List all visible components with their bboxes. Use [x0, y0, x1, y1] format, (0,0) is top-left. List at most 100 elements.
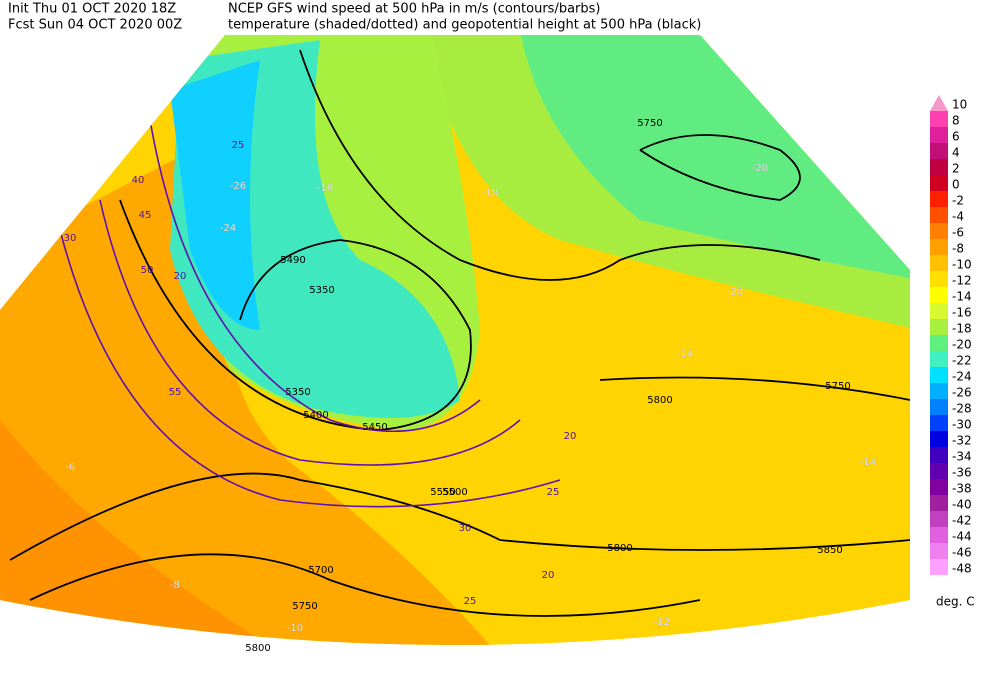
colorbar-label: -38: [952, 482, 972, 496]
colorbar-label: -2: [952, 194, 964, 208]
contour-label: -6: [65, 462, 75, 473]
title-line: NCEP GFS wind speed at 500 hPa in m/s (c…: [228, 2, 601, 17]
contour-label: 55: [169, 387, 182, 398]
colorbar-label: -12: [952, 274, 972, 288]
colorbar-label: 4: [952, 146, 960, 160]
colorbar-swatch: [930, 383, 948, 399]
colorbar-swatch: [930, 303, 948, 319]
colorbar-label: -8: [952, 242, 964, 256]
colorbar-swatch: [930, 479, 948, 495]
colorbar-label: -26: [952, 386, 972, 400]
colorbar-label: -16: [952, 306, 972, 320]
colorbar-label: -20: [952, 338, 972, 352]
colorbar-label: -18: [952, 322, 972, 336]
init-text: Init Thu 01 OCT 2020 18Z: [8, 2, 176, 17]
colorbar-label: -10: [952, 258, 972, 272]
contour-label: 50: [141, 265, 154, 276]
contour-label: 5850: [817, 545, 842, 556]
contour-label: -10: [287, 623, 303, 634]
colorbar-swatch: [930, 351, 948, 367]
contour-label: -20: [727, 287, 743, 298]
colorbar-label: -40: [952, 498, 972, 512]
contour-label: 5800: [245, 643, 270, 654]
colorbar-swatch: [930, 447, 948, 463]
contour-label: 5350: [285, 387, 310, 398]
fcst-text: Fcst Sun 04 OCT 2020 00Z: [8, 18, 182, 33]
colorbar-swatch: [930, 543, 948, 559]
colorbar-label: -44: [952, 530, 972, 544]
contour-label: 40: [132, 175, 145, 186]
title-line: temperature (shaded/dotted) and geopoten…: [228, 18, 701, 33]
colorbar-swatch: [930, 431, 948, 447]
temp-shade: [170, 60, 260, 330]
colorbar-label: 8: [952, 114, 960, 128]
contour-label: 5500: [442, 487, 467, 498]
colorbar-label: 0: [952, 178, 960, 192]
contour-label: 25: [464, 596, 477, 607]
colorbar-label: 6: [952, 130, 960, 144]
contour-label: 5800: [607, 543, 632, 554]
map-area: [0, 35, 910, 645]
temp-shade: [0, 120, 520, 645]
colorbar-swatch: [930, 271, 948, 287]
colorbar-label: -22: [952, 354, 972, 368]
colorbar-swatch: [930, 319, 948, 335]
contour-label: 5450: [362, 422, 387, 433]
contour-label: 5750: [825, 381, 850, 392]
colorbar-swatch: [930, 559, 948, 575]
colorbar-label: 10: [952, 98, 967, 112]
colorbar-swatch: [930, 223, 948, 239]
colorbar-unit: deg. C: [936, 595, 975, 609]
colorbar-swatch: [930, 95, 948, 111]
contour-label: 5490: [280, 255, 305, 266]
contour-label: -8: [170, 580, 180, 591]
contour-label: 5750: [637, 118, 662, 129]
contour-label: 25: [547, 487, 560, 498]
contour-label: 5350: [309, 285, 334, 296]
colorbar-label: -46: [952, 546, 972, 560]
colorbar-label: -48: [952, 562, 972, 576]
contour-label: -12: [654, 617, 670, 628]
contour-label: 30: [64, 233, 77, 244]
colorbar-swatch: [930, 191, 948, 207]
contour-label: 20: [542, 570, 555, 581]
colorbar-label: -28: [952, 402, 972, 416]
contour-label: -16: [317, 183, 333, 194]
contour-label: 20: [564, 431, 577, 442]
contour-label: -14: [677, 349, 693, 360]
contour-label: -20: [752, 163, 768, 174]
map-labels: 5750 5750 5800 5350 5400 5450 5500 5490 5700 5750…: [64, 118, 877, 654]
colorbar-label: -42: [952, 514, 972, 528]
contour-label: 45: [139, 210, 152, 221]
colorbar-label: -14: [952, 290, 972, 304]
height-contours: [9, 49, 910, 617]
colorbar-swatch: [930, 463, 948, 479]
colorbar-swatch: [930, 239, 948, 255]
colorbar-swatch: [930, 207, 948, 223]
colorbar-swatch: [930, 175, 948, 191]
colorbar-swatch: [930, 367, 948, 383]
colorbar-swatch: [930, 511, 948, 527]
colorbar-label: 2: [952, 162, 960, 176]
contour-label: 5800: [647, 395, 672, 406]
contour-label: 5750: [292, 601, 317, 612]
colorbar-label: -36: [952, 466, 972, 480]
colorbar-swatch: [930, 143, 948, 159]
colorbar-swatch: [930, 111, 948, 127]
colorbar-swatch: [930, 287, 948, 303]
colorbar-swatch: [930, 255, 948, 271]
contour-label: 30: [459, 523, 472, 534]
colorbar-swatch: [930, 495, 948, 511]
contour-label: -26: [230, 181, 246, 192]
colorbar-swatch: [930, 335, 948, 351]
contour-label: 5550: [430, 487, 455, 498]
contour-label: -24: [220, 223, 236, 234]
colorbar-swatch: [930, 527, 948, 543]
colorbar-label: -34: [952, 450, 972, 464]
contour-label: 5400: [303, 410, 328, 421]
colorbar-label: -30: [952, 418, 972, 432]
wind-contours: [59, 119, 561, 508]
colorbar-swatch: [930, 127, 948, 143]
colorbar: 10 8 6 4 2 0 -2 -4 -6 -8 -10 -12 -14 -16 -18 -20 -22 -24 -…: [930, 95, 972, 576]
